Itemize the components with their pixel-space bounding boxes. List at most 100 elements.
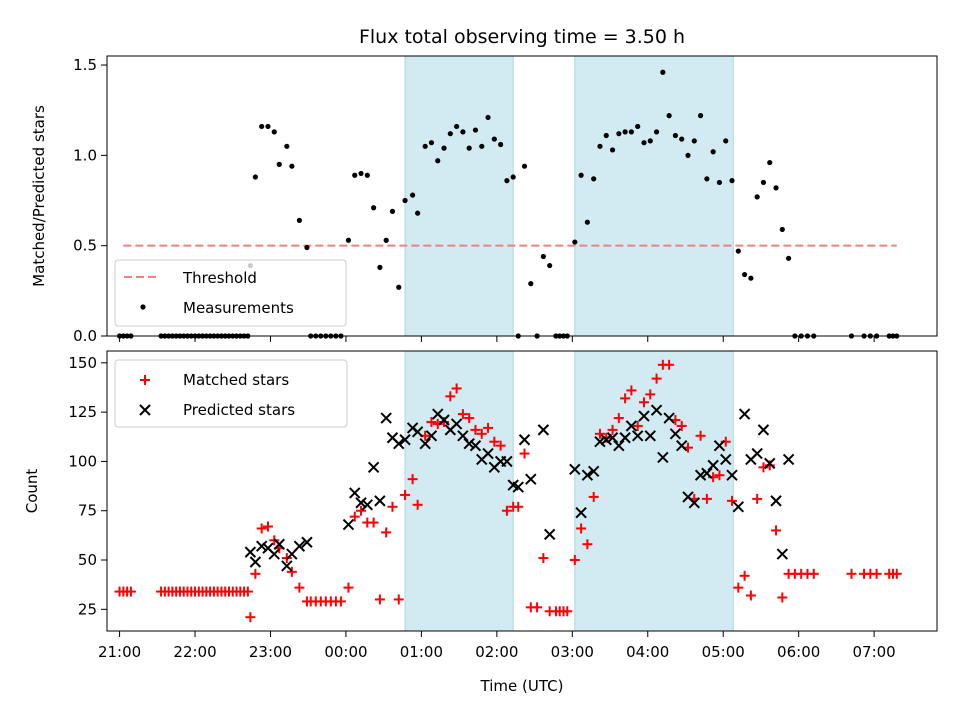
measurement-point <box>304 244 310 251</box>
measurement-point <box>265 123 271 130</box>
predicted-star-point <box>249 556 262 568</box>
measurement-point <box>252 174 258 180</box>
predicted-star-point <box>450 418 463 430</box>
measurement-point <box>786 255 792 261</box>
matched-star-point <box>495 440 506 451</box>
predicted-star-point <box>482 447 494 460</box>
y-tick-label: 25 <box>78 600 97 618</box>
predicted-star-point <box>518 434 531 446</box>
matched-star-point <box>400 489 411 500</box>
x-tick-label: 01:00 <box>400 643 443 661</box>
measurement-point <box>697 113 704 119</box>
matched-star-point <box>245 612 256 623</box>
predicted-star-point <box>575 506 587 519</box>
matched-star-point <box>256 523 267 534</box>
measurement-point <box>572 239 578 245</box>
matched-star-point <box>445 391 456 402</box>
matched-star-point <box>626 385 637 396</box>
measurement-point <box>491 136 497 142</box>
matched-star-point <box>519 448 530 459</box>
bottom-shaded-intervals <box>404 350 734 632</box>
measurement-point <box>364 172 370 178</box>
predicted-star-point <box>587 465 600 477</box>
measurement-point <box>748 275 754 281</box>
predicted-star-point <box>613 439 625 452</box>
measurement-point <box>616 131 622 137</box>
matched-star-point <box>242 586 253 597</box>
predicted-star-point <box>694 469 707 481</box>
bottom-legend: Matched stars Predicted stars <box>114 359 348 428</box>
matched-star-point <box>613 413 624 424</box>
predicted-star-point <box>738 408 751 420</box>
predicted-star-point <box>374 495 386 507</box>
predicted-star-point <box>644 430 656 442</box>
measurement-point <box>540 253 546 260</box>
measurement-point <box>510 174 516 180</box>
predicted-star-point <box>367 461 380 474</box>
matched-star-point <box>464 413 475 424</box>
y-tick-label: 0.0 <box>73 327 97 345</box>
predicted-star-point <box>393 437 405 450</box>
predicted-star-point <box>425 430 438 442</box>
matched-star-point <box>451 383 462 394</box>
measurement-point <box>259 123 265 130</box>
bottom-legend-box <box>114 359 348 428</box>
predicted-star-point <box>638 410 650 422</box>
count-panel: 25 50 75 100 125 150 21:00 22:00 23:00 00:00 01:0… <box>23 350 938 695</box>
measurement-point <box>660 69 666 75</box>
predicted-star-point <box>463 437 475 450</box>
measurement-point <box>415 210 421 216</box>
measurement-point <box>754 194 760 200</box>
predicted-star-point <box>676 439 688 452</box>
measurement-point <box>289 163 295 169</box>
measurement-point <box>447 131 453 137</box>
measurement-point <box>773 185 779 191</box>
measurement-point <box>666 113 672 119</box>
predicted-star-point <box>469 439 482 452</box>
legend-plus-mark <box>140 375 150 385</box>
measurement-point <box>371 205 377 211</box>
matched-star-point <box>871 568 882 579</box>
y-tick-label: 75 <box>78 502 97 520</box>
measurement-point <box>635 123 641 130</box>
matched-star-point <box>638 397 649 408</box>
predicted-star-point <box>581 469 594 481</box>
predicted-star-point <box>663 412 675 424</box>
measurement-point <box>485 114 491 121</box>
matched-star-point <box>426 416 437 427</box>
matched-star-point <box>733 582 744 593</box>
matched-star-point <box>695 430 706 441</box>
measurement-point <box>504 178 510 184</box>
predicted-star-point <box>764 457 776 470</box>
measurement-point <box>609 147 616 153</box>
matched-star-point <box>489 436 500 447</box>
matched-star-point <box>393 594 404 605</box>
predicted-star-point <box>399 434 411 446</box>
bottom-x-axis: 21:00 22:00 23:00 00:00 01:00 02:00 03:00 04:00… <box>98 631 896 661</box>
matched-star-point <box>476 428 487 439</box>
matched-star-point <box>407 474 418 485</box>
measurement-point <box>521 163 528 169</box>
predicted-star-point <box>594 435 606 448</box>
top-axes-frame <box>106 55 938 337</box>
predicted-star-point <box>501 455 513 468</box>
matched-star-point <box>387 501 398 512</box>
predicted-star-point <box>361 499 374 511</box>
predicted-star-point <box>701 467 713 479</box>
measurement-point <box>578 172 584 178</box>
measurement-point <box>422 143 428 149</box>
top-legend: Threshold Measurements <box>114 259 347 327</box>
predicted-star-point <box>650 404 663 416</box>
matched-star-point <box>752 493 763 504</box>
legend-x-mark <box>139 404 151 416</box>
measurement-point <box>779 226 785 233</box>
measurement-point <box>472 127 479 133</box>
y-tick-label: 150 <box>68 354 97 372</box>
measurement-point <box>735 248 741 254</box>
matched-star-point <box>676 420 687 431</box>
matched-star-point <box>412 499 423 510</box>
bottom-axes-frame <box>106 350 938 632</box>
measurement-point <box>760 179 767 186</box>
legend-matched-swatch <box>140 375 150 385</box>
